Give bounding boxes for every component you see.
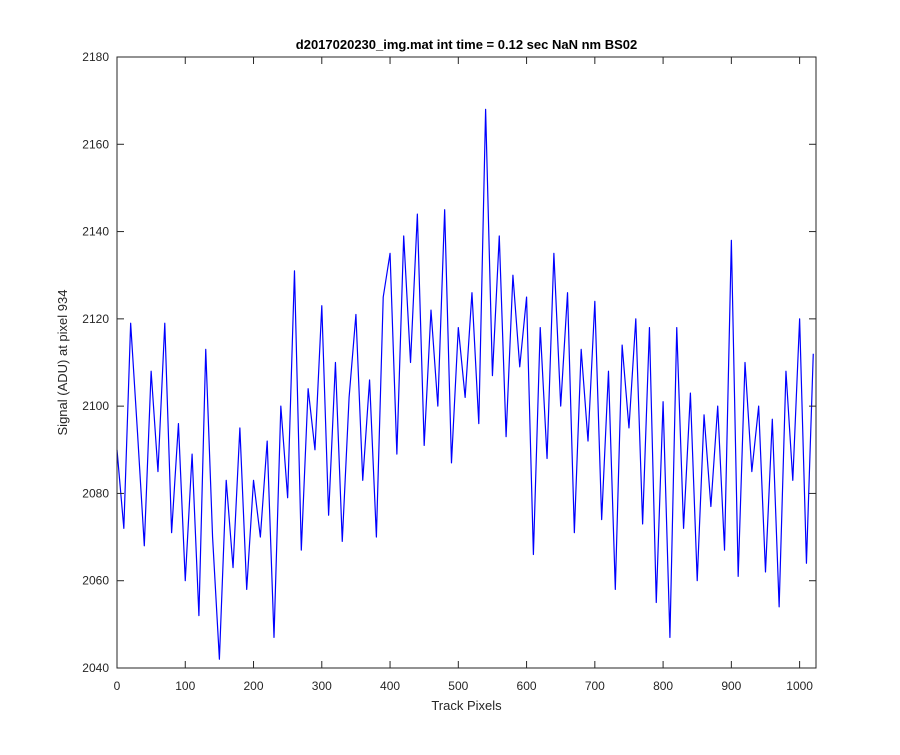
y-tick-label: 2080 bbox=[82, 486, 109, 500]
x-tick-label: 200 bbox=[244, 679, 264, 693]
x-tick-label: 400 bbox=[380, 679, 400, 693]
x-tick-label: 900 bbox=[721, 679, 741, 693]
axes-background bbox=[117, 57, 816, 668]
y-tick-label: 2060 bbox=[82, 574, 109, 588]
data-layer bbox=[116, 108, 814, 660]
series-line-1 bbox=[116, 108, 814, 660]
y-tick-label: 2040 bbox=[82, 661, 109, 675]
x-tick-label: 500 bbox=[448, 679, 468, 693]
x-tick-label: 0 bbox=[114, 679, 121, 693]
y-tick-label: 2180 bbox=[82, 50, 109, 64]
y-tick-label: 2100 bbox=[82, 399, 109, 413]
x-tick-label: 300 bbox=[312, 679, 332, 693]
y-axis-label: Signal (ADU) at pixel 934 bbox=[55, 290, 70, 436]
x-tick-label: 100 bbox=[175, 679, 195, 693]
y-tick-label: 2160 bbox=[82, 137, 109, 151]
x-tick-label: 700 bbox=[585, 679, 605, 693]
ticks-layer: 0 100 200 300 400 500 600 700 800 900 1000 2040 2060… bbox=[82, 50, 816, 693]
chart-title: d2017020230_img.mat int time = 0.12 sec … bbox=[296, 37, 637, 52]
x-tick-label: 800 bbox=[653, 679, 673, 693]
axes-box bbox=[116, 56, 817, 669]
y-tick-label: 2140 bbox=[82, 225, 109, 239]
x-axis-label: Track Pixels bbox=[431, 698, 502, 713]
y-tick-label: 2120 bbox=[82, 312, 109, 326]
x-tick-label: 1000 bbox=[786, 679, 813, 693]
x-tick-label: 600 bbox=[517, 679, 537, 693]
